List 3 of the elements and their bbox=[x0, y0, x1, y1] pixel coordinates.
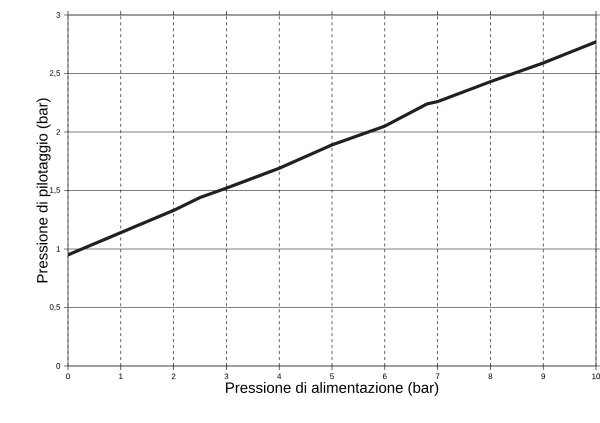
y-axis-title: Pressione di pilotaggio (bar) bbox=[36, 98, 51, 282]
x-axis-title: Pressione di alimentazione (bar) bbox=[226, 382, 438, 396]
line-series bbox=[68, 40, 596, 256]
